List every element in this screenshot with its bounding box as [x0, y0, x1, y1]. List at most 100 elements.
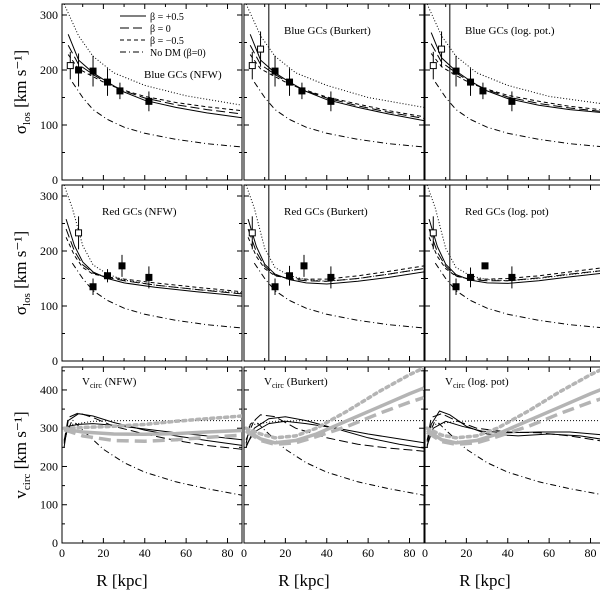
model-line	[245, 420, 424, 429]
panel-plot-area	[62, 412, 242, 496]
panel-red-logpot: Red GCs (log. pot)	[424, 184, 600, 362]
x-axis-label: R [kpc]	[96, 571, 147, 590]
legend-label: β = −0.5	[150, 36, 184, 47]
filled-data-point	[104, 272, 112, 280]
model-line	[71, 262, 242, 329]
model-line	[426, 420, 600, 446]
model-line	[253, 81, 424, 148]
model-line	[63, 420, 242, 429]
panel-frame	[424, 3, 600, 181]
y-tick-label: 0	[52, 354, 58, 368]
filled-data-point	[75, 66, 83, 74]
grey-model-line	[245, 395, 424, 447]
panel-frame	[61, 366, 243, 544]
model-line	[249, 45, 424, 119]
grey-model-line	[63, 428, 242, 443]
model-line	[71, 81, 242, 148]
y-axis-label: σlos [km s⁻¹]	[11, 231, 33, 315]
y-axis-label: vcirc [km s⁻¹]	[11, 411, 33, 498]
dotted-model-line	[426, 185, 600, 282]
panel-vcirc-logpot: 0 20 40 60 80 Vcirc (log. pot)	[422, 366, 600, 560]
filled-data-point	[481, 262, 489, 270]
filled-data-point	[118, 262, 126, 270]
grey-model-line	[426, 397, 600, 447]
panel-title: Red GCs (log. pot)	[465, 206, 549, 218]
x-tick-label: 40	[502, 546, 514, 560]
open-data-point	[257, 45, 265, 53]
y-tick-label: 200	[40, 459, 58, 473]
x-tick-label: 60	[180, 546, 192, 560]
panel-plot-area	[245, 185, 424, 361]
y-tick-label: 200	[40, 244, 58, 258]
y-tick-label: 300	[40, 421, 58, 435]
dotted-model-line	[63, 4, 242, 106]
y-tick-label: 300	[40, 189, 58, 203]
filled-data-point	[89, 283, 97, 291]
panel-plot-area	[245, 4, 424, 180]
grey-model-line	[62, 414, 242, 430]
panel-plot-area	[426, 185, 600, 361]
x-tick-label: 60	[543, 546, 555, 560]
panel-plot-area	[426, 4, 600, 180]
filled-data-point	[145, 97, 153, 105]
x-tick-label: 20	[279, 546, 291, 560]
filled-data-point	[467, 273, 475, 281]
x-tick-label: 80	[404, 546, 416, 560]
filled-data-point	[327, 97, 335, 105]
model-line	[245, 418, 424, 496]
legend-label: No DM (β=0)	[150, 48, 206, 59]
panel-blue-logpot: Blue GCs (log. pot.)	[424, 3, 600, 181]
model-line	[247, 228, 424, 282]
panel-title: Vcirc (Burkert)	[264, 376, 328, 390]
panel-title: Blue GCs (NFW)	[144, 69, 222, 81]
model-line	[249, 34, 424, 122]
open-data-point	[248, 229, 256, 237]
model-line	[426, 413, 600, 442]
model-line	[65, 237, 242, 293]
filled-data-point	[327, 273, 335, 281]
filled-data-point	[467, 78, 475, 86]
y-tick-label: 0	[52, 536, 58, 550]
model-line	[253, 262, 424, 329]
panel-plot-area	[244, 367, 424, 496]
y-tick-label: 300	[40, 8, 58, 22]
model-line	[430, 53, 600, 111]
x-tick-label: 0	[422, 546, 428, 560]
y-tick-label: 100	[40, 299, 58, 313]
x-tick-label: 40	[139, 546, 151, 560]
y-tick-label: 400	[40, 383, 58, 397]
model-line	[247, 237, 424, 280]
filled-data-point	[271, 283, 279, 291]
dotted-model-line	[426, 4, 600, 104]
open-data-point	[429, 229, 437, 237]
model-line	[67, 54, 242, 112]
grey-model-line	[63, 427, 242, 437]
model-line	[430, 43, 600, 112]
x-tick-label: 20	[97, 546, 109, 560]
filled-data-point	[145, 273, 153, 281]
model-line	[434, 81, 600, 148]
y-axis-label: σlos [km s⁻¹]	[11, 50, 33, 134]
x-axis-label: R [kpc]	[278, 571, 329, 590]
x-tick-label: 80	[585, 546, 597, 560]
grey-model-line	[244, 367, 424, 440]
x-tick-label: 80	[222, 546, 234, 560]
model-line	[434, 262, 600, 329]
filled-data-point	[300, 262, 308, 270]
legend-label: β = 0	[150, 24, 171, 35]
panel-frame	[243, 366, 425, 544]
panel-title: Vcirc (log. pot)	[445, 376, 509, 390]
filled-data-point	[286, 272, 294, 280]
y-tick-label: 0	[52, 173, 58, 187]
panel-frame	[61, 3, 243, 181]
legend-label: β = +0.5	[150, 12, 184, 23]
filled-data-point	[298, 87, 306, 95]
legend: β = +0.5β = 0β = −0.5No DM (β=0)	[120, 12, 206, 59]
model-line	[426, 420, 600, 429]
panel-title: Red GCs (NFW)	[102, 206, 177, 218]
panel-plot-area	[63, 185, 242, 329]
x-tick-label: 20	[460, 546, 472, 560]
filled-data-point	[116, 87, 124, 95]
